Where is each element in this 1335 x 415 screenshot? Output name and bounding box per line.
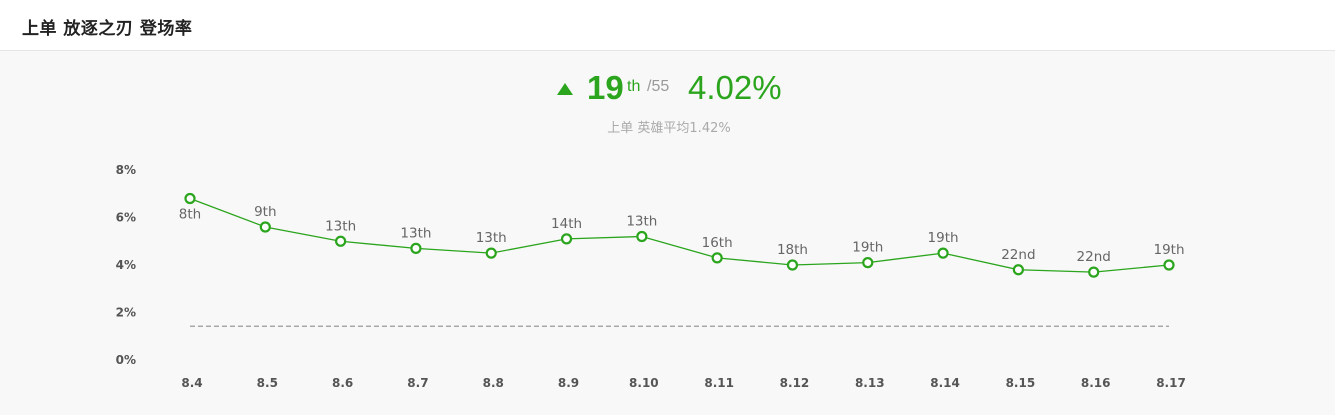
x-tick-label: 8.14 — [930, 376, 960, 390]
rank-label: 13th — [325, 218, 356, 234]
average-subtitle: 上单 英雄平均1.42% — [607, 121, 731, 136]
data-point — [410, 242, 422, 254]
data-point — [636, 230, 648, 243]
data-point — [184, 192, 196, 205]
rank-label: 19th — [928, 230, 959, 246]
data-point — [937, 247, 949, 259]
x-tick-label: 8.13 — [855, 376, 885, 390]
page-title: 上单 放逐之刃 登场率 — [22, 19, 193, 39]
trend-up-icon — [557, 83, 573, 95]
rank-label: 19th — [1153, 242, 1184, 258]
data-point — [1163, 259, 1175, 271]
rank-label: 16th — [702, 235, 733, 251]
y-tick-label: 2% — [116, 306, 136, 320]
header-bar: 上单 放逐之刃 登场率 — [0, 0, 1335, 51]
data-point — [1088, 266, 1100, 278]
series-line — [189, 197, 1170, 273]
rank-label: 9th — [254, 204, 276, 220]
x-tick-label: 8.5 — [257, 376, 278, 390]
x-tick-label: 8.12 — [780, 376, 810, 390]
data-point — [335, 235, 347, 247]
rank-label: 22nd — [1001, 247, 1035, 263]
rank-total: /55 — [647, 78, 670, 95]
appearance-rate: 4.02% — [688, 69, 782, 106]
data-point — [786, 259, 799, 271]
x-tick-label: 8.17 — [1156, 376, 1186, 390]
rank-label: 19th — [852, 240, 883, 256]
rank-label: 22nd — [1077, 249, 1111, 265]
rank-label: 8th — [179, 207, 201, 223]
data-point — [862, 257, 874, 269]
x-tick-label: 8.7 — [407, 376, 428, 390]
data-point — [711, 252, 723, 264]
x-tick-label: 8.6 — [332, 376, 353, 390]
x-tick-label: 8.8 — [483, 376, 504, 390]
rank-label: 18th — [777, 242, 808, 258]
rank-label: 13th — [626, 214, 657, 230]
appearance-rate-chart: 0% 2% 4% 6% 8% 8.4 8.5 8.6 8.7 8.8 8.9 8.10 8.11 8.12… — [116, 163, 1186, 390]
data-point — [1012, 264, 1024, 276]
data-point — [259, 221, 271, 233]
x-tick-label: 8.16 — [1081, 376, 1111, 390]
rank-summary: 19 th /55 4.02% — [0, 69, 1335, 113]
data-point — [485, 247, 497, 259]
rank-label: 13th — [400, 225, 431, 241]
rank-number: 19 — [587, 69, 624, 106]
y-tick-label: 0% — [116, 353, 136, 367]
chart-panel: 19 th /55 4.02% 上单 英雄平均1.42% — [0, 51, 1335, 415]
y-tick-label: 6% — [116, 211, 136, 225]
data-point — [560, 233, 573, 245]
x-tick-label: 8.15 — [1006, 376, 1036, 390]
x-tick-label: 8.4 — [181, 376, 202, 390]
rank-label: 14th — [551, 216, 582, 232]
x-tick-label: 8.11 — [704, 376, 734, 390]
rank-suffix: th — [627, 78, 641, 95]
x-tick-label: 8.10 — [629, 376, 659, 390]
x-tick-label: 8.9 — [558, 376, 579, 390]
y-tick-label: 4% — [116, 258, 136, 272]
y-tick-label: 8% — [116, 163, 136, 177]
rank-label: 13th — [476, 230, 507, 246]
